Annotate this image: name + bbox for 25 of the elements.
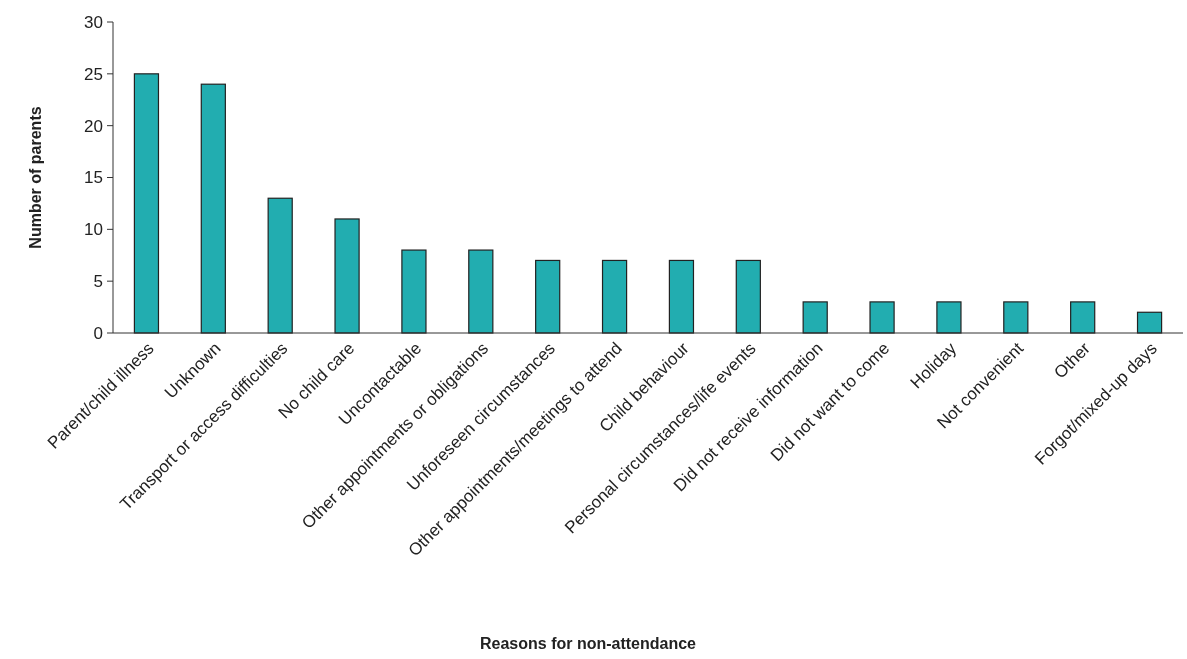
bar bbox=[1136, 311, 1163, 334]
y-tick-label: 0 bbox=[93, 323, 103, 343]
y-axis-title: Number of parents bbox=[27, 106, 44, 249]
y-tick-label: 10 bbox=[84, 220, 103, 240]
bar bbox=[200, 83, 226, 334]
y-tick-label: 15 bbox=[84, 168, 103, 188]
bar bbox=[601, 259, 628, 334]
bar bbox=[869, 301, 895, 334]
bar bbox=[1003, 301, 1029, 334]
y-tick-label: 25 bbox=[84, 64, 103, 84]
y-tick-label: 20 bbox=[84, 116, 103, 136]
bar bbox=[133, 73, 160, 334]
bar bbox=[668, 259, 695, 334]
y-tick-label: 5 bbox=[93, 272, 103, 292]
bar bbox=[334, 218, 360, 334]
y-tick-label: 30 bbox=[84, 12, 103, 32]
bar bbox=[267, 197, 293, 334]
bar bbox=[401, 249, 427, 334]
x-axis-title: Reasons for non-attendance bbox=[479, 635, 697, 652]
bar bbox=[735, 259, 761, 334]
bar bbox=[535, 259, 561, 334]
bar bbox=[802, 301, 828, 334]
bar bbox=[936, 301, 962, 334]
bar bbox=[468, 249, 494, 334]
bar bbox=[1070, 301, 1096, 334]
